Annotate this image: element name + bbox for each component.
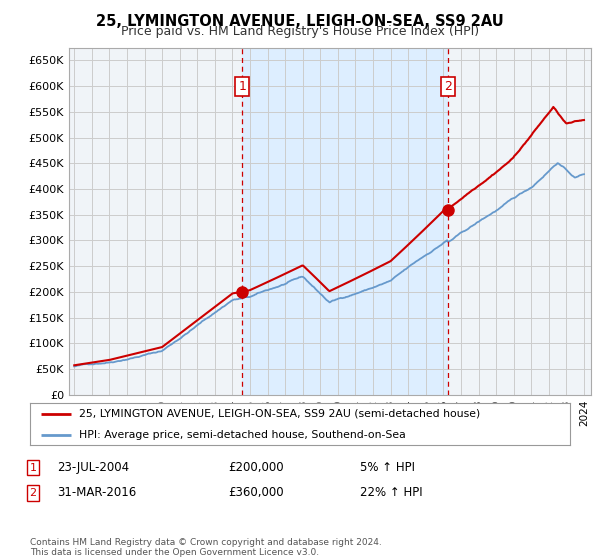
Text: Price paid vs. HM Land Registry's House Price Index (HPI): Price paid vs. HM Land Registry's House … [121, 25, 479, 38]
Text: 1: 1 [238, 80, 246, 92]
Text: 25, LYMINGTON AVENUE, LEIGH-ON-SEA, SS9 2AU: 25, LYMINGTON AVENUE, LEIGH-ON-SEA, SS9 … [96, 14, 504, 29]
Text: HPI: Average price, semi-detached house, Southend-on-Sea: HPI: Average price, semi-detached house,… [79, 430, 406, 440]
Text: 1: 1 [29, 463, 37, 473]
Bar [242, 48, 448, 395]
Text: 5% ↑ HPI: 5% ↑ HPI [360, 461, 415, 474]
Text: 2: 2 [444, 80, 452, 92]
Text: £200,000: £200,000 [228, 461, 284, 474]
Text: 25, LYMINGTON AVENUE, LEIGH-ON-SEA, SS9 2AU (semi-detached house): 25, LYMINGTON AVENUE, LEIGH-ON-SEA, SS9 … [79, 409, 480, 419]
Text: Contains HM Land Registry data © Crown copyright and database right 2024.
This d: Contains HM Land Registry data © Crown c… [30, 538, 382, 557]
Text: 31-MAR-2016: 31-MAR-2016 [57, 486, 136, 500]
Text: 22% ↑ HPI: 22% ↑ HPI [360, 486, 422, 500]
Text: 2: 2 [29, 488, 37, 498]
Text: £360,000: £360,000 [228, 486, 284, 500]
Text: 23-JUL-2004: 23-JUL-2004 [57, 461, 129, 474]
